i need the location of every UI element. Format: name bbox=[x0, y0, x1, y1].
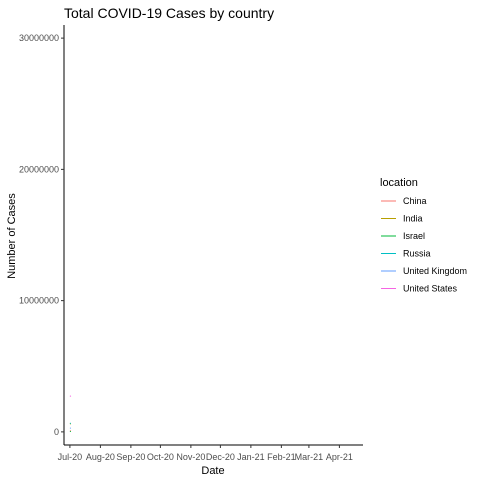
legend: location China India Israel Russia United Ki… bbox=[380, 177, 467, 294]
x-tick-label: Aug-20 bbox=[86, 452, 115, 462]
x-tick-label: Apr-21 bbox=[326, 452, 353, 462]
legend-label: United States bbox=[403, 284, 458, 294]
y-tick-label: 0 bbox=[54, 427, 59, 437]
y-tick-label: 30000000 bbox=[19, 33, 59, 43]
legend-label: India bbox=[403, 214, 423, 224]
y-tick-label: 20000000 bbox=[19, 164, 59, 174]
x-tick-label: Sep-20 bbox=[116, 452, 145, 462]
y-tick-label: 10000000 bbox=[19, 296, 59, 306]
x-tick-label: Mar-21 bbox=[295, 452, 324, 462]
x-tick-label: Dec-20 bbox=[206, 452, 235, 462]
series-line bbox=[69, 395, 72, 397]
legend-label: United Kingdom bbox=[403, 266, 467, 276]
legend-label: Russia bbox=[403, 249, 431, 259]
chart-title: Total COVID-19 Cases by country bbox=[64, 5, 274, 21]
x-tick-label: Feb-21 bbox=[267, 452, 296, 462]
legend-label: China bbox=[403, 196, 427, 206]
legend-title: location bbox=[380, 177, 418, 189]
x-tick-label: Nov-20 bbox=[176, 452, 205, 462]
y-axis-title: Number of Cases bbox=[6, 193, 18, 279]
x-axis-title: Date bbox=[201, 465, 224, 477]
plot-area: 0 10000000 20000000 30000000 Jul-20 Aug-20 Sep… bbox=[19, 25, 363, 462]
x-tick-label: Jan-21 bbox=[237, 452, 265, 462]
legend-label: Israel bbox=[403, 231, 425, 241]
x-tick-label: Oct-20 bbox=[147, 452, 174, 462]
x-tick-label: Jul-20 bbox=[58, 452, 83, 462]
